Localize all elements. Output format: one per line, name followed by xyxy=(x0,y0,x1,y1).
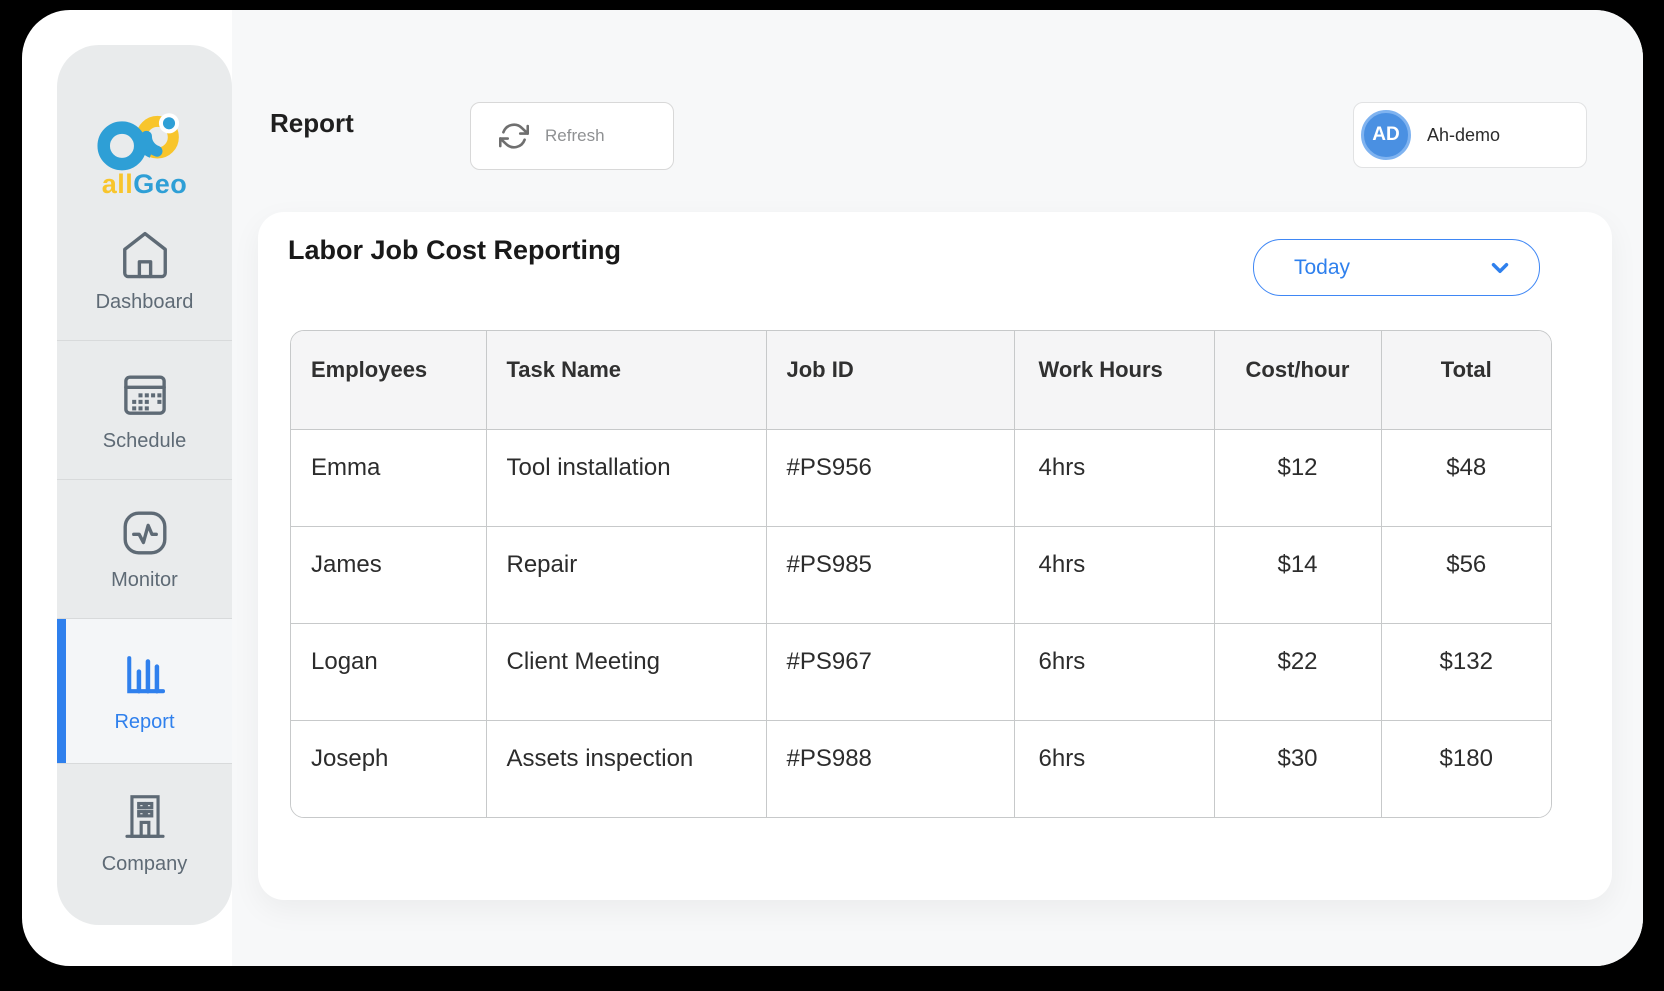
sidebar-item-label: Schedule xyxy=(102,430,187,452)
col-header-job-id: Job ID xyxy=(765,331,1015,430)
labor-cost-table: Employees Task Name Job ID Work Hours Co… xyxy=(290,330,1552,818)
sidebar-item-label: Monitor xyxy=(111,569,178,591)
cell-task: Repair xyxy=(485,525,767,624)
cell-hours: 4hrs xyxy=(1013,428,1215,527)
cell-task: Assets inspection xyxy=(485,719,767,817)
cell-employee: James xyxy=(291,525,487,624)
cell-employee: Emma xyxy=(291,428,487,527)
cell-task: Client Meeting xyxy=(485,622,767,721)
sidebar-item-company[interactable]: Company xyxy=(57,763,232,902)
report-card: Labor Job Cost Reporting Today Employees… xyxy=(258,212,1612,900)
cell-hours: 6hrs xyxy=(1013,719,1215,817)
chevron-down-icon xyxy=(1487,255,1513,281)
refresh-button-label: Refresh xyxy=(545,126,605,145)
cell-cost: $22 xyxy=(1213,622,1382,721)
card-title: Labor Job Cost Reporting xyxy=(288,235,621,265)
col-header-employees: Employees xyxy=(291,331,487,430)
allgeo-logo-text: allGeo xyxy=(101,169,188,199)
cell-total: $132 xyxy=(1380,622,1551,721)
user-badge[interactable]: AD Ah-demo xyxy=(1353,102,1587,168)
building-icon xyxy=(118,790,172,844)
col-header-total: Total xyxy=(1380,331,1551,430)
cell-job-id: #PS985 xyxy=(765,525,1015,624)
monitor-pulse-icon xyxy=(118,506,172,560)
calendar-icon xyxy=(118,367,172,421)
date-filter-dropdown[interactable]: Today xyxy=(1253,239,1540,296)
cell-hours: 4hrs xyxy=(1013,525,1215,624)
cell-task: Tool installation xyxy=(485,428,767,527)
sidebar-item-label: Company xyxy=(101,853,188,875)
sidebar-item-label: Dashboard xyxy=(95,291,194,313)
avatar: AD xyxy=(1361,110,1411,160)
sidebar-item-monitor[interactable]: Monitor xyxy=(57,479,232,618)
col-header-task-name: Task Name xyxy=(485,331,767,430)
app-window: allGeo Dashboard xyxy=(22,10,1643,966)
refresh-button[interactable]: Refresh xyxy=(470,102,674,170)
cell-total: $180 xyxy=(1380,719,1551,817)
active-indicator-bar xyxy=(57,619,66,763)
cell-employee: Logan xyxy=(291,622,487,721)
cell-hours: 6hrs xyxy=(1013,622,1215,721)
bar-chart-icon xyxy=(118,648,172,702)
sidebar-item-label: Report xyxy=(114,711,175,733)
page-title: Report xyxy=(270,108,354,138)
home-icon xyxy=(118,228,172,282)
cell-cost: $30 xyxy=(1213,719,1382,817)
table-row: Joseph Assets inspection #PS988 6hrs $30… xyxy=(291,719,1551,817)
cell-job-id: #PS967 xyxy=(765,622,1015,721)
allgeo-logo-icon xyxy=(96,111,193,173)
sidebar: allGeo Dashboard xyxy=(57,45,232,925)
sidebar-item-schedule[interactable]: Schedule xyxy=(57,340,232,479)
date-filter-value: Today xyxy=(1294,255,1351,279)
cell-cost: $12 xyxy=(1213,428,1382,527)
refresh-icon xyxy=(499,121,529,151)
table-header-row: Employees Task Name Job ID Work Hours Co… xyxy=(291,331,1551,430)
col-header-cost-hour: Cost/hour xyxy=(1213,331,1382,430)
col-header-work-hours: Work Hours xyxy=(1013,331,1215,430)
cell-cost: $14 xyxy=(1213,525,1382,624)
cell-job-id: #PS988 xyxy=(765,719,1015,817)
cell-employee: Joseph xyxy=(291,719,487,817)
sidebar-item-dashboard[interactable]: Dashboard xyxy=(57,202,232,340)
cell-total: $48 xyxy=(1380,428,1551,527)
sidebar-item-report[interactable]: Report xyxy=(57,618,232,763)
user-name: Ah-demo xyxy=(1427,124,1501,145)
table-row: James Repair #PS985 4hrs $14 $56 xyxy=(291,525,1551,624)
table-row: Logan Client Meeting #PS967 6hrs $22 $13… xyxy=(291,622,1551,721)
allgeo-logo: allGeo xyxy=(57,45,232,202)
table-row: Emma Tool installation #PS956 4hrs $12 $… xyxy=(291,428,1551,527)
cell-job-id: #PS956 xyxy=(765,428,1015,527)
cell-total: $56 xyxy=(1380,525,1551,624)
